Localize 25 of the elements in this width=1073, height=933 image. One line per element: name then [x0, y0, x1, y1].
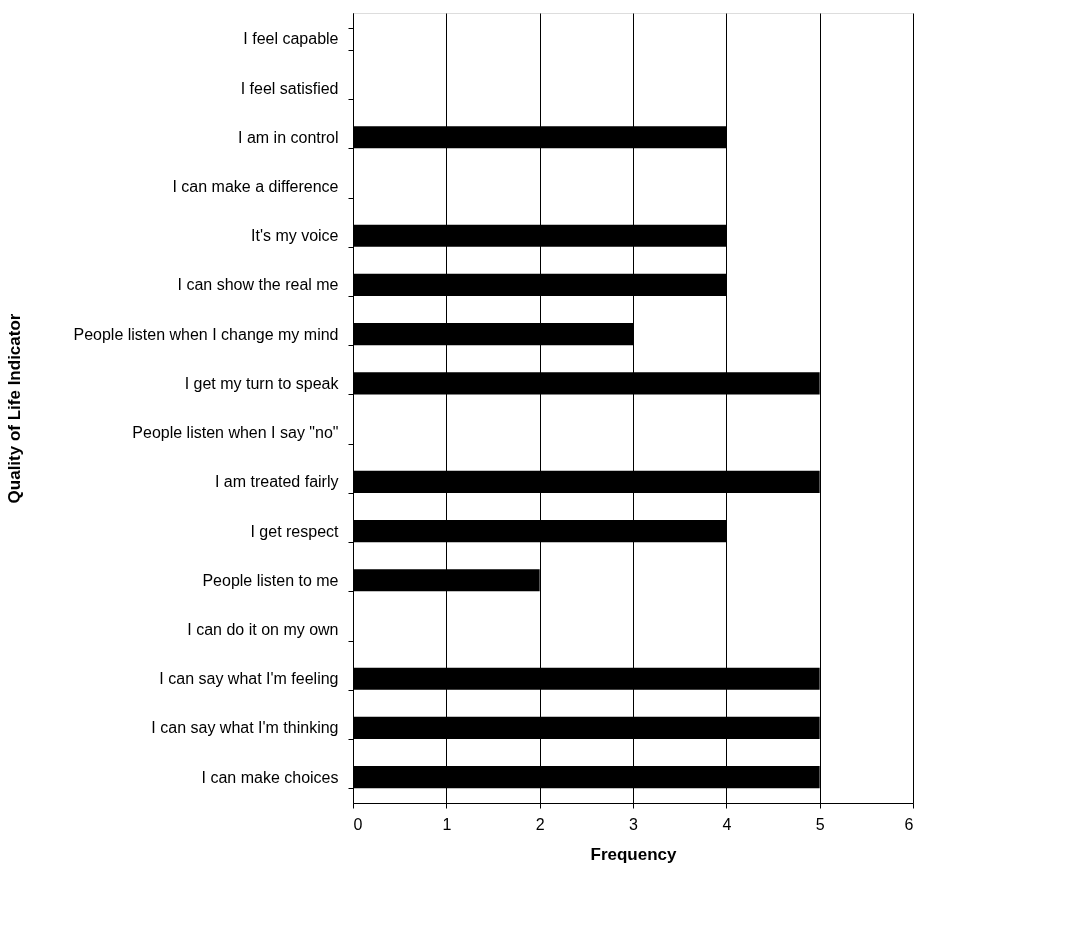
x-tick-label: 2 [535, 815, 545, 833]
y-tick-label: I feel satisfied [240, 79, 339, 97]
x-tick-label: 0 [353, 815, 363, 833]
x-tick-label: 6 [904, 815, 914, 833]
y-tick-label: I can make choices [201, 768, 339, 786]
x-tick-label: 3 [629, 815, 639, 833]
y-tick-label: I can show the real me [177, 276, 339, 294]
y-tick-label: I feel capable [243, 30, 339, 48]
y-tick-label: People listen to me [202, 571, 339, 589]
y-tick-label: People listen when I say "no" [132, 424, 339, 442]
y-tick-label: People listen when I change my mind [73, 325, 339, 343]
y-tick-label: I get my turn to speak [184, 374, 340, 392]
y-tick-label: I can make a difference [172, 178, 339, 195]
y-tick-label: I can do it on my own [187, 621, 339, 638]
x-tick-label: 5 [815, 815, 825, 833]
x-tick-label: 1 [442, 815, 452, 833]
y-tick-label: I am treated fairly [214, 473, 339, 491]
y-tick-label: I can say what I'm feeling [159, 670, 339, 688]
y-tick-label: I can say what I'm thinking [151, 719, 339, 737]
y-tick-label: It's my voice [250, 227, 339, 245]
x-tick-label: 4 [722, 815, 732, 833]
y-tick-label: I am in control [238, 128, 339, 146]
x-axis-title: Frequency [590, 844, 678, 864]
y-tick-label: I get respect [250, 522, 340, 540]
y-axis-title: Quality of Life Indicator [4, 313, 24, 504]
